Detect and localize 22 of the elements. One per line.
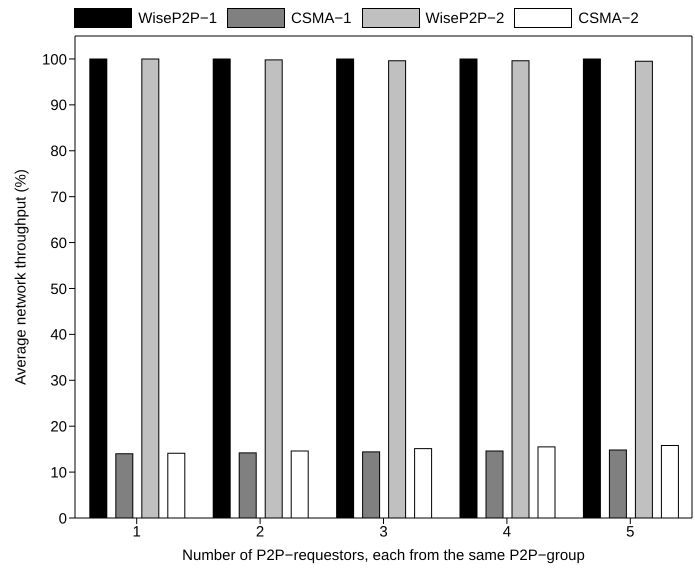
legend-label: WiseP2P−1	[138, 10, 218, 26]
legend-label: CSMA−1	[291, 10, 352, 26]
x-tick-label: 2	[256, 524, 264, 541]
x-tick-label: 4	[502, 524, 512, 541]
y-tick-label: 10	[50, 464, 67, 482]
y-tick-label: 60	[50, 234, 67, 252]
y-tick-label: 90	[50, 97, 67, 114]
y-tick-label: 0	[58, 510, 67, 528]
y-tick-label: 80	[50, 143, 67, 160]
legend-label: WiseP2P−2	[426, 10, 504, 26]
y-tick-label: 30	[50, 372, 67, 390]
y-tick-label: 70	[50, 188, 67, 206]
y-tick-label: 20	[50, 418, 67, 436]
x-tick-label: 3	[379, 524, 388, 541]
y-tick-label: 100	[42, 51, 67, 68]
x-axis-title: Number of P2P−requestors, each from the same P2P−group	[182, 547, 585, 564]
x-tick-label: 5	[626, 524, 634, 541]
y-tick-label: 40	[50, 326, 67, 344]
legend-label: CSMA−2	[578, 10, 639, 26]
x-tick-label: 1	[132, 524, 141, 541]
y-axis-title: Average network throughput (%)	[12, 169, 30, 385]
y-tick-label: 50	[50, 280, 67, 298]
